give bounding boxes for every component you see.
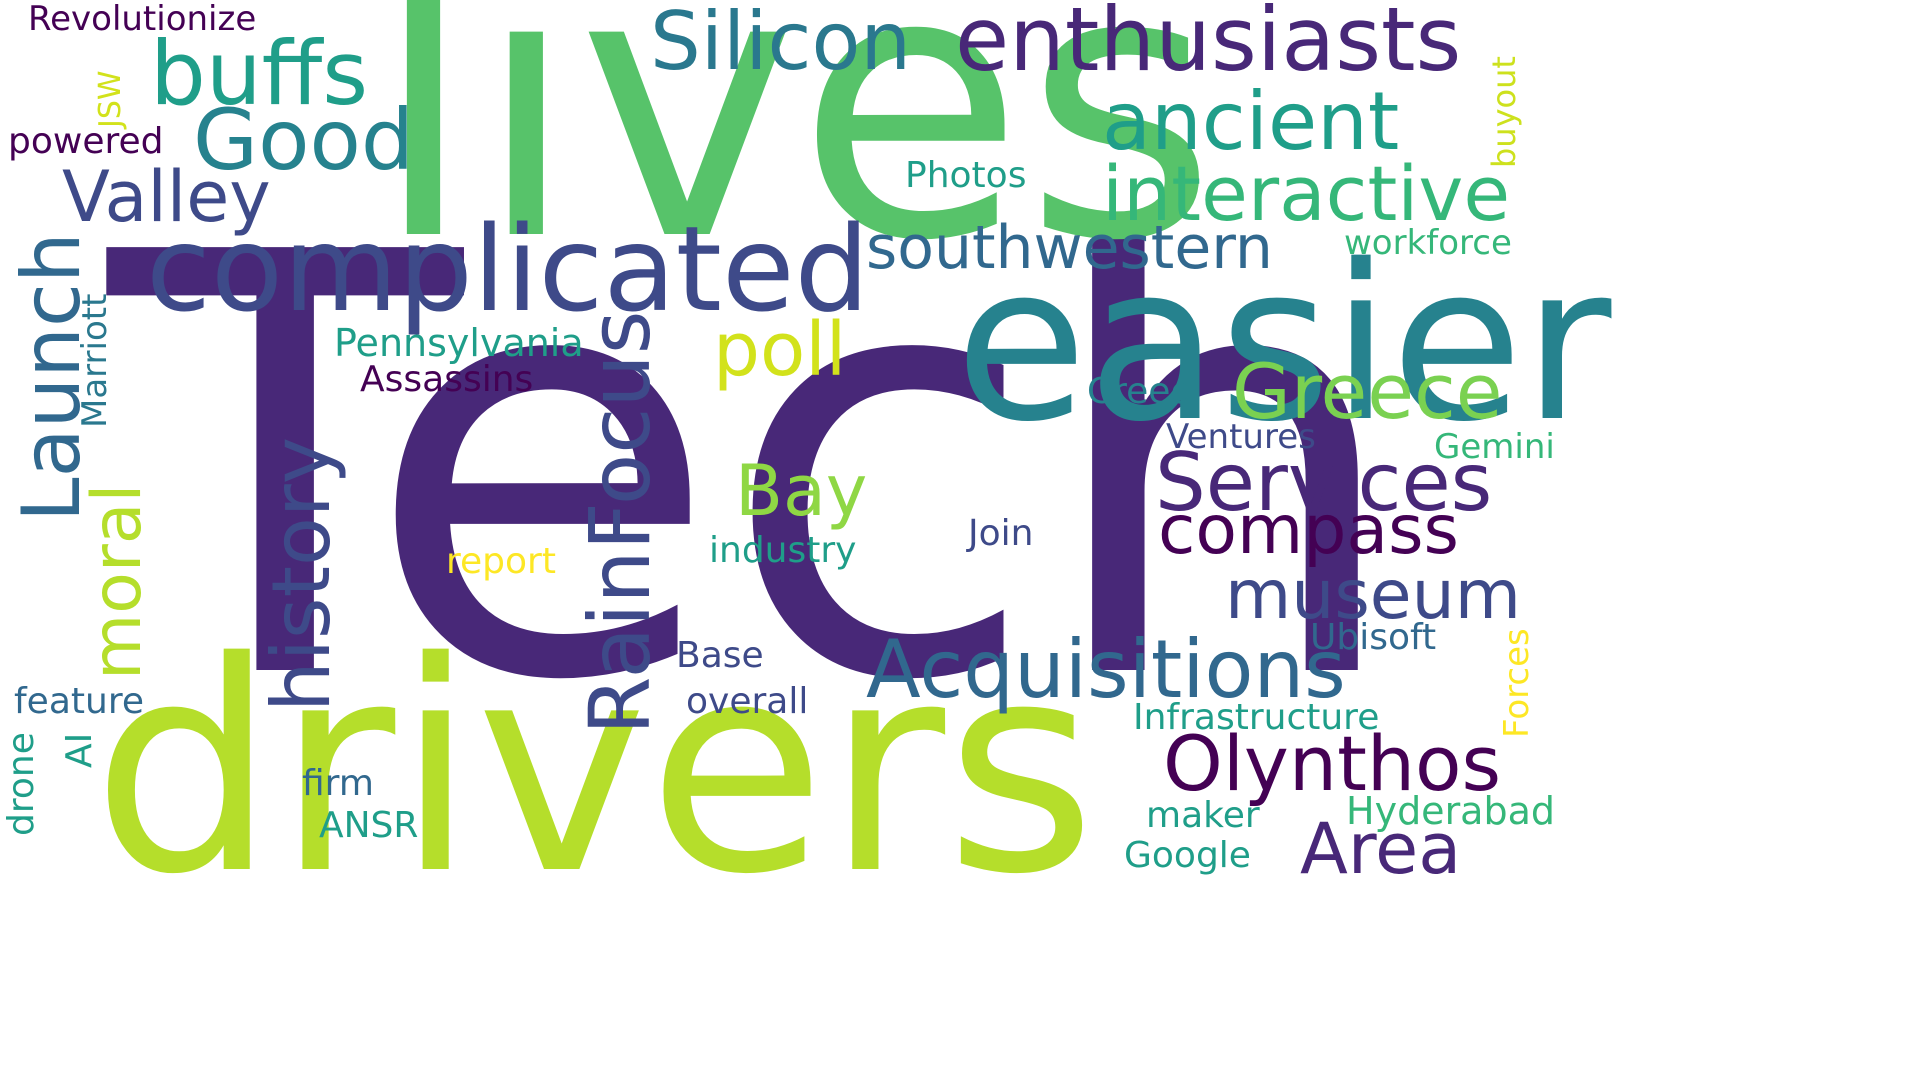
- word-valley: Valley: [62, 156, 271, 238]
- word-good: Good: [193, 91, 415, 189]
- word-moral: moral: [78, 483, 157, 680]
- word-greece: Greece: [1232, 347, 1503, 436]
- word-drone: drone: [1, 732, 42, 836]
- word-complicated: complicated: [146, 200, 870, 338]
- word-tech: Tech: [108, 132, 1408, 807]
- word-maker: maker: [1146, 795, 1260, 836]
- word-forces: Forces: [1497, 628, 1537, 738]
- word-olynthos: Olynthos: [1163, 719, 1502, 808]
- word-overall: overall: [686, 681, 809, 722]
- word-powered: powered: [8, 121, 164, 162]
- word-revolutionize: Revolutionize: [28, 0, 257, 39]
- word-assassins: Assassins: [360, 359, 534, 400]
- word-photos: Photos: [905, 155, 1027, 196]
- word-services: Services: [1155, 436, 1493, 529]
- word-gemini: Gemini: [1434, 427, 1555, 467]
- word-jsw: JSW: [93, 70, 128, 128]
- word-rainfocus: RainFocus: [571, 310, 669, 735]
- word-google: Google: [1124, 835, 1251, 876]
- word-history: history: [255, 436, 348, 712]
- word-feature: feature: [14, 681, 144, 722]
- word-ansr: ANSR: [319, 805, 419, 846]
- word-hyderabad: Hyderabad: [1346, 789, 1555, 833]
- word-interactive: interactive: [1102, 149, 1511, 238]
- word-base: Base: [676, 635, 764, 676]
- word-compass: compass: [1158, 491, 1459, 570]
- word-ubisoft: Ubisoft: [1310, 617, 1437, 658]
- word-drivers: drivers: [92, 601, 1097, 938]
- word-easier: easier: [955, 218, 1612, 469]
- word-area: Area: [1300, 808, 1462, 890]
- word-buyout: buyout: [1485, 56, 1523, 168]
- word-join: Join: [968, 513, 1034, 554]
- word-pennsylvania: Pennsylvania: [334, 321, 584, 365]
- word-industry: industry: [709, 530, 857, 571]
- word-museum: museum: [1225, 556, 1521, 635]
- word-ventures: Ventures: [1166, 417, 1316, 457]
- word-ai: AI: [59, 732, 100, 768]
- word-acquisitions: Acquisitions: [866, 623, 1346, 716]
- word-bay: Bay: [735, 450, 868, 532]
- word-poll: poll: [713, 307, 847, 393]
- word-infrastructure: Infrastructure: [1133, 697, 1380, 738]
- word-enthusiasts: enthusiasts: [955, 0, 1462, 91]
- word-firm: firm: [302, 763, 374, 804]
- word-marriott: Marriott: [75, 293, 115, 428]
- word-silicon: Silicon: [650, 0, 912, 88]
- word-ancient: ancient: [1102, 75, 1400, 168]
- word-workforce: workforce: [1344, 223, 1512, 263]
- word-southwestern: southwestern: [866, 213, 1273, 283]
- word-lives: lives: [372, 0, 1217, 322]
- word-buffs: buffs: [150, 22, 369, 125]
- word-creed: Creed: [1087, 371, 1194, 412]
- word-report: report: [446, 541, 556, 582]
